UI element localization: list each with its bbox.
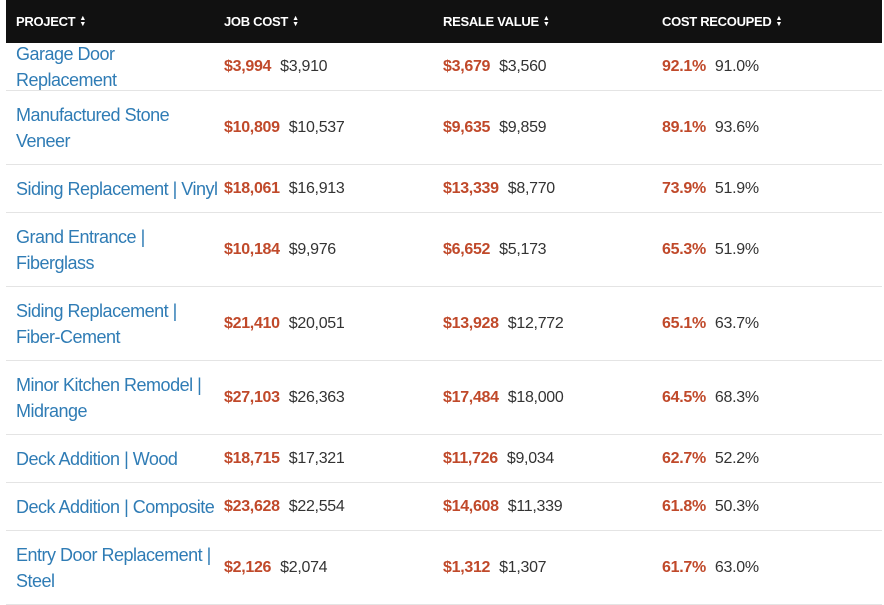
resale-value-previous: $3,560 [499, 57, 547, 75]
project-link[interactable]: Entry Door Replacement | Steel [16, 544, 211, 591]
resale-value-current: $17,484 [443, 388, 499, 406]
project-link[interactable]: Minor Kitchen Remodel | Midrange [16, 374, 202, 421]
project-link[interactable]: Grand Entrance | Fiberglass [16, 226, 145, 273]
job-cost-current: $21,410 [224, 314, 280, 332]
cost-recouped-previous: 63.7% [714, 314, 759, 332]
job-cost-previous: $10,537 [288, 118, 345, 136]
cost-recouped-previous: 63.0% [714, 558, 759, 576]
header-resale-value-label: RESALE VALUE [443, 14, 539, 29]
job-cost-current: $27,103 [224, 388, 280, 406]
cost-recouped-previous: 68.3% [714, 388, 759, 406]
resale-value-previous: $5,173 [499, 240, 547, 258]
job-cost-current: $18,715 [224, 449, 280, 467]
table-row: Deck Addition | Wood $18,715 $17,321 $11,… [6, 435, 882, 483]
table-row: Minor Kitchen Remodel | Midrange $27,103… [6, 361, 882, 435]
job-cost-previous: $20,051 [288, 314, 345, 332]
project-link[interactable]: Garage Door Replacement [16, 43, 117, 90]
sort-up-down-icon[interactable]: ▲ ▼ [79, 14, 86, 28]
table-row: Manufactured Stone Veneer $10,809 $10,537… [6, 91, 882, 165]
header-job-cost[interactable]: JOB COST ▲ ▼ [224, 14, 443, 29]
job-cost-current: $2,126 [224, 558, 272, 576]
table-row: Grand Entrance | Fiberglass $10,184 $9,97… [6, 213, 882, 287]
table-header: PROJECT ▲ ▼ JOB COST ▲ ▼ RESALE VALUE ▲ ▼ C… [6, 0, 882, 43]
table-row: Garage Door Replacement $3,994 $3,910 $3,… [6, 43, 882, 91]
cost-recouped-current: 61.7% [662, 558, 706, 576]
cost-recouped-previous: 91.0% [714, 57, 759, 75]
cost-recouped-current: 92.1% [662, 57, 706, 75]
sort-up-down-icon[interactable]: ▲ ▼ [775, 14, 783, 28]
job-cost-current: $10,809 [224, 118, 280, 136]
sort-up-down-icon[interactable]: ▲ ▼ [292, 14, 299, 28]
cost-recouped-current: 62.7% [662, 449, 706, 467]
resale-value-current: $13,339 [443, 179, 499, 197]
cost-recouped-previous: 50.3% [714, 497, 759, 515]
sort-up-down-icon[interactable]: ▲ ▼ [542, 14, 550, 28]
cost-recouped-current: 64.5% [662, 388, 706, 406]
project-link[interactable]: Manufactured Stone Veneer [16, 104, 170, 151]
job-cost-current: $3,994 [224, 57, 272, 75]
cost-recouped-current: 73.9% [662, 179, 706, 197]
cost-recouped-current: 61.8% [662, 497, 706, 515]
cost-recouped-current: 65.1% [662, 314, 706, 332]
cost-recouped-previous: 51.9% [714, 179, 759, 197]
resale-value-current: $13,928 [443, 314, 499, 332]
header-project-label: PROJECT [16, 14, 76, 29]
resale-value-current: $9,635 [443, 118, 491, 136]
resale-value-current: $3,679 [443, 57, 491, 75]
cost-recouped-previous: 93.6% [714, 118, 759, 136]
job-cost-previous: $9,976 [288, 240, 336, 258]
resale-value-current: $11,726 [443, 449, 498, 467]
header-cost-recouped-label: COST RECOUPED [662, 14, 772, 29]
header-project[interactable]: PROJECT ▲ ▼ [6, 14, 224, 29]
project-link[interactable]: Deck Addition | Wood [16, 448, 178, 469]
project-link[interactable]: Siding Replacement | Vinyl [16, 178, 218, 199]
job-cost-previous: $2,074 [280, 558, 328, 576]
resale-value-current: $14,608 [443, 497, 499, 515]
job-cost-current: $10,184 [224, 240, 280, 258]
header-cost-recouped[interactable]: COST RECOUPED ▲ ▼ [662, 14, 882, 29]
table-row: Entry Door Replacement | Steel $2,126 $2,… [6, 531, 882, 605]
header-resale-value[interactable]: RESALE VALUE ▲ ▼ [443, 14, 662, 29]
job-cost-previous: $17,321 [288, 449, 345, 467]
resale-value-previous: $12,772 [507, 314, 564, 332]
table-row: Siding Replacement | Vinyl $18,061 $16,91… [6, 165, 882, 213]
job-cost-current: $23,628 [224, 497, 280, 515]
cost-recouped-previous: 51.9% [714, 240, 759, 258]
resale-value-current: $6,652 [443, 240, 491, 258]
resale-value-previous: $9,859 [499, 118, 547, 136]
resale-value-previous: $8,770 [507, 179, 555, 197]
project-link[interactable]: Siding Replacement | Fiber-Cement [16, 300, 177, 347]
cost-recouped-current: 89.1% [662, 118, 706, 136]
job-cost-previous: $26,363 [288, 388, 345, 406]
resale-value-current: $1,312 [443, 558, 491, 576]
resale-value-previous: $11,339 [507, 497, 563, 515]
table-row: Siding Replacement | Fiber-Cement $21,41… [6, 287, 882, 361]
table-row: Deck Addition | Composite $23,628 $22,554… [6, 483, 882, 531]
cost-recouped-previous: 52.2% [714, 449, 759, 467]
resale-value-previous: $9,034 [506, 449, 554, 467]
resale-value-previous: $1,307 [499, 558, 547, 576]
job-cost-current: $18,061 [224, 179, 280, 197]
job-cost-previous: $3,910 [280, 57, 328, 75]
job-cost-previous: $16,913 [288, 179, 345, 197]
cost-recouped-current: 65.3% [662, 240, 706, 258]
resale-value-previous: $18,000 [507, 388, 564, 406]
job-cost-previous: $22,554 [288, 497, 345, 515]
cost-vs-value-table: PROJECT ▲ ▼ JOB COST ▲ ▼ RESALE VALUE ▲ ▼ C… [6, 0, 882, 605]
project-link[interactable]: Deck Addition | Composite [16, 496, 215, 517]
header-job-cost-label: JOB COST [224, 14, 289, 29]
